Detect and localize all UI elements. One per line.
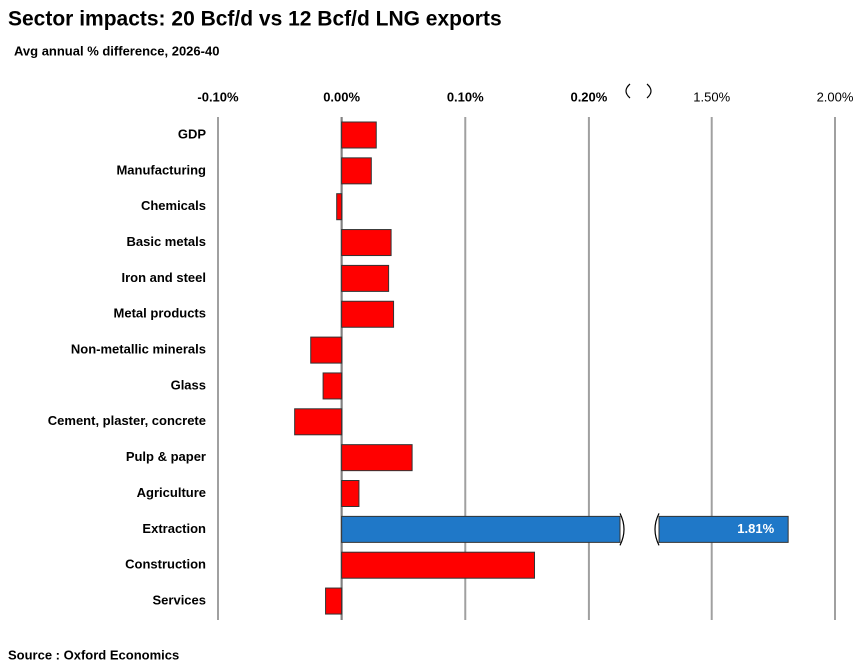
y-tick-label: Glass xyxy=(171,377,206,392)
bar xyxy=(341,121,377,149)
bar xyxy=(341,444,413,472)
y-tick-label: Iron and steel xyxy=(121,270,206,285)
y-tick-label: Agriculture xyxy=(137,485,206,500)
bar xyxy=(341,515,789,543)
y-tick-label: Chemicals xyxy=(141,198,206,213)
x-tick-label: -0.10% xyxy=(197,89,239,104)
bar xyxy=(341,264,390,292)
bar xyxy=(322,372,343,400)
y-tick-label: Non-metallic minerals xyxy=(71,342,206,357)
y-tick-label: Manufacturing xyxy=(116,162,206,177)
chart-subtitle: Avg annual % difference, 2026-40 xyxy=(14,43,219,58)
x-tick-label: 0.20% xyxy=(570,89,607,104)
y-tick-label: Pulp & paper xyxy=(126,449,206,464)
value-label: 1.81% xyxy=(737,521,774,536)
bar xyxy=(336,193,343,221)
bar xyxy=(341,300,395,328)
bar-break xyxy=(619,513,660,546)
x-tick-label: 0.00% xyxy=(323,89,360,104)
y-tick-label: Metal products xyxy=(114,306,206,321)
bar xyxy=(294,408,343,436)
bar xyxy=(341,157,372,185)
y-tick-label: Extraction xyxy=(142,521,206,536)
y-tick-label: Cement, plaster, concrete xyxy=(48,413,206,428)
x-tick-label: 2.00% xyxy=(817,89,854,104)
x-tick-label: 1.50% xyxy=(693,89,730,104)
bar xyxy=(325,587,343,615)
axis-break xyxy=(625,83,652,99)
y-tick-label: Construction xyxy=(125,557,206,572)
bar xyxy=(341,229,392,257)
chart-title: Sector impacts: 20 Bcf/d vs 12 Bcf/d LNG… xyxy=(8,8,502,31)
y-tick-label: Services xyxy=(153,592,207,607)
y-tick-label: GDP xyxy=(178,126,207,141)
y-tick-label: Basic metals xyxy=(127,234,207,249)
bar xyxy=(341,551,536,579)
bar xyxy=(341,480,360,507)
bar xyxy=(310,336,343,364)
x-tick-label: 0.10% xyxy=(447,89,484,104)
source: Source : Oxford Economics xyxy=(8,647,179,662)
